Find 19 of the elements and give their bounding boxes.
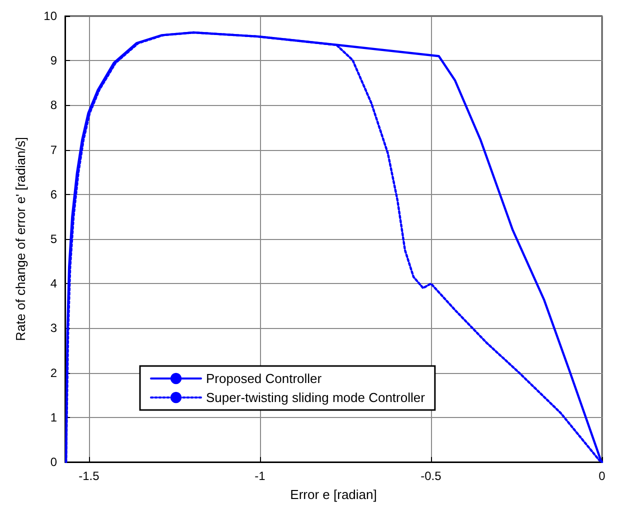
y-tick-label: 7 — [50, 142, 58, 157]
x-axis-title: Error e [radian] — [290, 487, 377, 502]
x-tick-label: -1 — [254, 469, 266, 483]
y-tick-label: 2 — [50, 366, 58, 380]
y-tick-label: 8 — [50, 98, 58, 112]
x-tick-label: 0 — [598, 469, 606, 483]
legend-label: Super-twisting sliding mode Controller — [206, 390, 426, 405]
y-tick-label: 5 — [50, 232, 58, 246]
y-tick-label: 9 — [50, 54, 58, 68]
y-tick-label: 1 — [50, 410, 58, 424]
y-axis-title: Rate of change of error e' [radian/s] — [13, 136, 28, 342]
legend-label: Proposed Controller — [206, 371, 322, 386]
y-tick-label: 3 — [50, 321, 58, 336]
x-tick-label: -1.5 — [78, 469, 100, 483]
y-tick-label: 4 — [50, 276, 58, 291]
y-tick-label: 6 — [50, 187, 58, 202]
y-tick-label: 0 — [50, 455, 58, 469]
y-tick-label: 10 — [44, 9, 58, 23]
x-tick-label: -0.5 — [420, 469, 442, 483]
